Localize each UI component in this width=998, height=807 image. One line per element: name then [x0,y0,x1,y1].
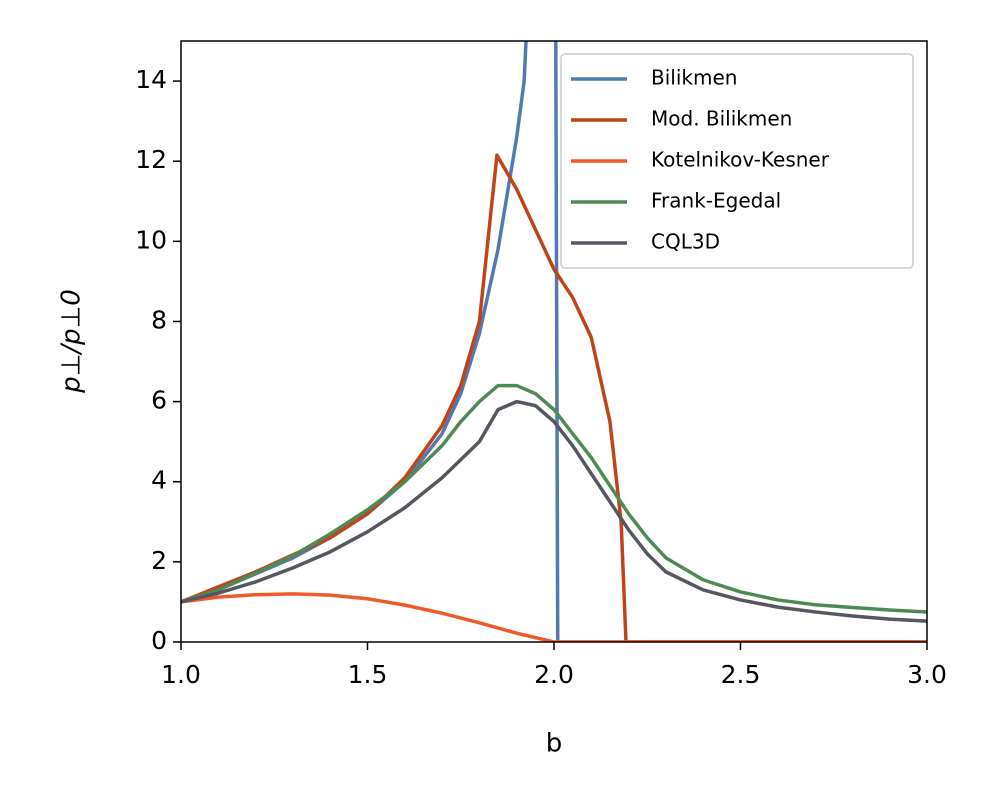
y-tick-label: 0 [151,626,167,655]
legend-box [560,53,914,269]
series-line [181,153,927,642]
x-tick-label: 2.0 [534,660,574,689]
plot-frame [180,40,928,643]
y-tick-label: 2 [151,546,167,575]
series-line [181,383,927,614]
series-line [181,592,927,642]
y-tick-label: 6 [151,386,167,415]
legend-label: Mod. Bilikmen [651,107,792,131]
x-axis-label: b [546,729,563,759]
x-tick-label: 1.5 [348,660,388,689]
y-tick-label: 8 [151,305,167,334]
y-tick-label: 4 [151,466,167,495]
legend-label: Kotelnikov-Kesner [651,148,830,172]
x-tick-label: 1.0 [161,660,201,689]
legend-label: CQL3D [651,230,720,254]
y-axis-label: p⊥/p⊥0 [57,289,87,394]
legend-label: Bilikmen [651,66,737,90]
series-line [181,399,927,623]
x-tick-label: 2.5 [721,660,761,689]
legend: Bilikmen Mod. Bilikmen Kotelnikov-Kesner Fr… [560,53,914,269]
y-tick-label: 14 [135,65,167,94]
y-tick-label: 10 [135,225,167,254]
plot-area [181,41,927,642]
x-tick-label: 3.0 [907,660,947,689]
y-tick-label: 12 [135,145,167,174]
legend-label: Frank-Egedal [651,189,781,213]
